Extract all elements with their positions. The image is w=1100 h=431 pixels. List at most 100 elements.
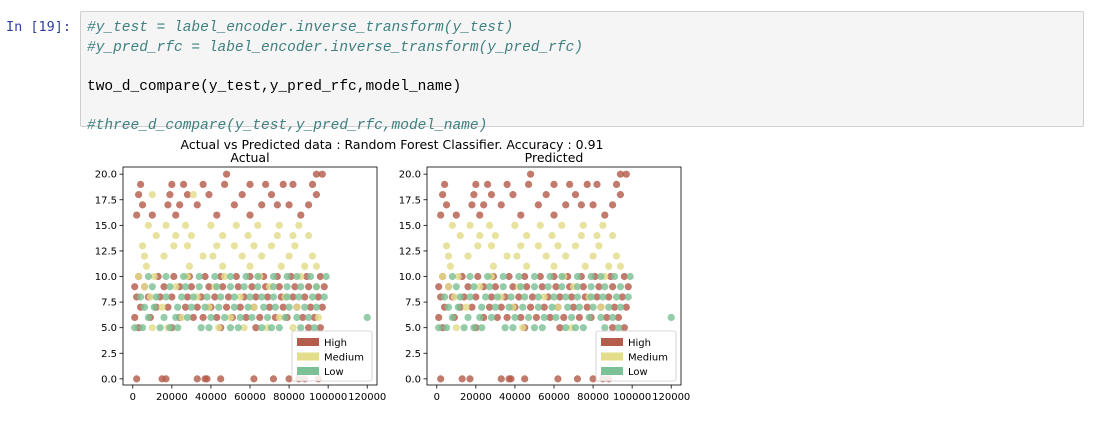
data-point-medium (209, 252, 217, 260)
data-point-medium (221, 272, 229, 281)
data-point-low (534, 293, 542, 301)
data-point-high (437, 211, 445, 219)
data-point-medium (183, 242, 192, 250)
y-tick-label: 0.0 (101, 374, 117, 385)
data-point-high (503, 313, 511, 322)
data-point-low (285, 303, 293, 311)
data-point-low (226, 283, 235, 291)
data-point-low (201, 303, 209, 311)
legend-swatch-high (601, 338, 623, 346)
data-point-high (305, 283, 313, 291)
code-editor[interactable]: #y_test = label_encoder.inverse_transfor… (87, 19, 583, 136)
data-point-high (624, 283, 632, 291)
data-point-medium (142, 262, 151, 270)
data-point-low (240, 283, 248, 291)
legend-swatch-high (297, 338, 319, 346)
data-point-medium (289, 324, 297, 332)
data-point-high (199, 180, 207, 188)
data-point-medium (140, 252, 149, 260)
data-point-low (310, 324, 319, 332)
data-point-high (275, 283, 283, 291)
data-point-low (571, 324, 580, 332)
y-tick-label: 17.5 (399, 195, 421, 206)
data-point-high (616, 191, 625, 199)
data-point-high (536, 272, 544, 281)
data-point-high (517, 313, 525, 322)
data-point-low (312, 303, 321, 311)
data-point-high (183, 191, 192, 199)
data-point-low (505, 303, 513, 311)
data-point-low (499, 272, 507, 281)
data-point-low (452, 283, 460, 291)
data-point-medium (612, 252, 621, 260)
data-point-medium (542, 252, 550, 260)
data-point-low (540, 313, 548, 322)
data-point-medium (616, 262, 625, 270)
data-point-low (144, 313, 152, 322)
data-point-low (203, 293, 211, 301)
data-point-low (295, 293, 303, 301)
data-point-medium (178, 313, 186, 322)
data-point-low (552, 313, 560, 322)
data-point-high (464, 283, 472, 291)
data-point-low (301, 303, 309, 311)
data-point-medium (172, 283, 180, 291)
data-point-high (263, 293, 272, 301)
data-point-high (217, 375, 225, 383)
data-point-high (135, 191, 143, 199)
data-point-low (521, 293, 529, 301)
data-point-high (262, 180, 270, 188)
data-point-low (530, 324, 539, 332)
data-point-low (610, 272, 619, 281)
data-point-low (558, 283, 566, 291)
data-point-high (187, 283, 195, 291)
legend-label-high: High (324, 338, 347, 349)
data-point-medium (277, 262, 285, 270)
data-point-high (318, 170, 326, 178)
data-point-high (593, 293, 601, 301)
data-point-high (160, 283, 168, 291)
data-point-high (291, 283, 299, 291)
data-point-medium (187, 231, 195, 240)
data-point-low (293, 272, 301, 281)
data-point-low (478, 324, 486, 332)
data-point-high (224, 293, 233, 301)
data-point-high (170, 272, 178, 281)
data-point-high (435, 283, 443, 291)
y-tick-label: 17.5 (95, 195, 117, 206)
data-point-high (497, 201, 505, 209)
x-tick-label: 80000 (577, 392, 609, 403)
data-point-high (308, 180, 317, 188)
data-point-high (437, 375, 445, 383)
scatter-plot-predicted: Predicted 0 20000 40000 60000 80000 100000 1200… (399, 150, 691, 403)
data-point-low (460, 324, 468, 332)
data-point-high (250, 375, 258, 383)
data-point-high (440, 180, 449, 188)
data-point-low (470, 324, 478, 332)
data-point-medium (476, 231, 484, 240)
legend-label-low: Low (628, 367, 648, 378)
data-point-medium (466, 221, 474, 229)
data-point-high (133, 375, 141, 383)
data-point-low (197, 324, 205, 332)
data-point-medium (599, 221, 607, 229)
data-point-low (456, 293, 464, 301)
data-point-low (162, 293, 170, 301)
data-point-high (468, 201, 476, 209)
data-point-medium (291, 242, 299, 250)
data-point-high (603, 313, 611, 322)
data-point-low (187, 303, 195, 311)
figure: Actual vs Predicted data : Random Forest… (95, 137, 691, 403)
code-cell-input[interactable]: #y_test = label_encoder.inverse_transfor… (80, 11, 1084, 134)
data-point-high (297, 211, 305, 219)
data-point-high (301, 293, 309, 301)
data-point-low (440, 293, 449, 301)
data-point-high (575, 313, 583, 322)
data-point-medium (589, 252, 597, 260)
data-point-medium (554, 303, 562, 311)
data-point-high (474, 272, 482, 281)
x-tick-label: 60000 (538, 392, 570, 403)
data-point-high (305, 324, 313, 332)
data-point-high (164, 201, 172, 209)
data-point-low (612, 293, 621, 301)
